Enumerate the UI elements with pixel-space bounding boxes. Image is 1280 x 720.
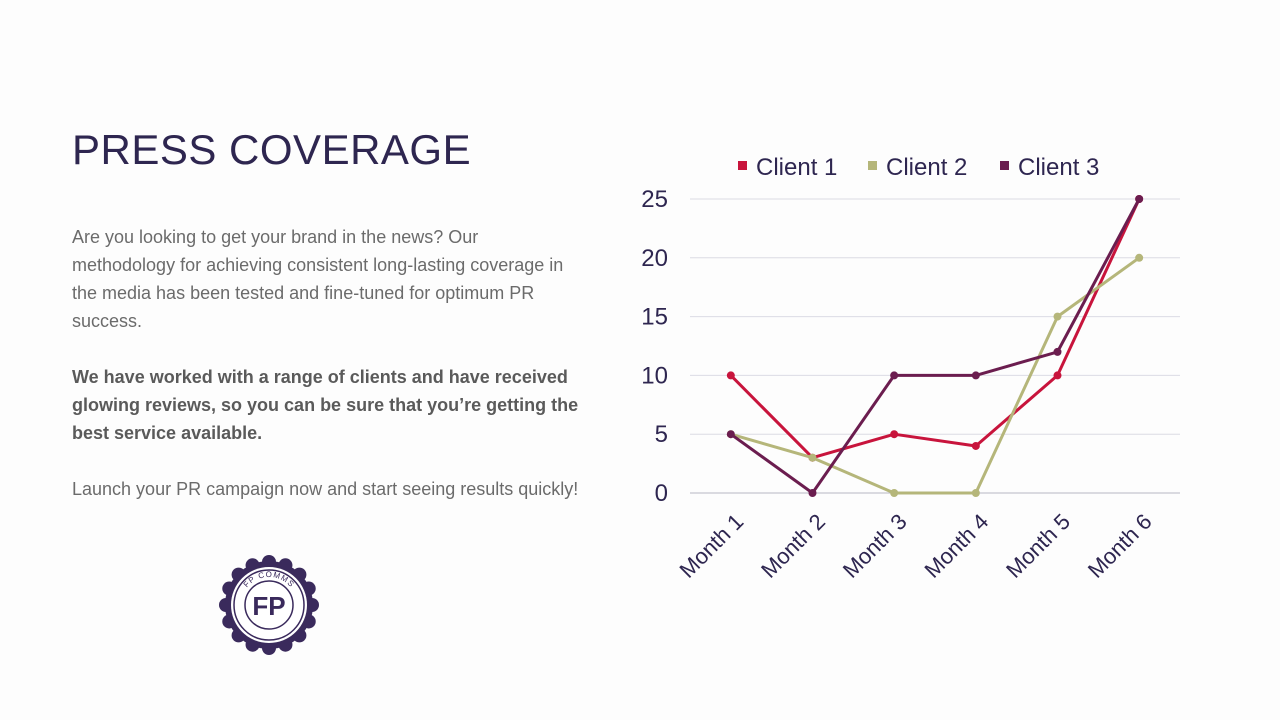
chart-series [726,195,1144,497]
series-client-1 [726,195,1144,462]
x-tick-label: Month 3 [838,509,912,583]
data-point [1135,195,1144,203]
y-tick-label: 25 [641,186,668,213]
data-point [971,441,980,450]
x-tick-label: Month 1 [674,509,748,583]
chart-legend: Client 1 Client 2 Client 3 [738,154,1099,181]
data-point [1135,253,1144,262]
data-point [890,371,899,380]
data-point [1053,371,1062,380]
chart-gridlines [690,198,1180,494]
series-line [729,198,1141,495]
logo-monogram: FP [252,591,285,621]
intro-paragraph: Are you looking to get your brand in the… [72,227,564,331]
cta-paragraph: Launch your PR campaign now and start se… [72,479,579,499]
line-chart: Client 1 Client 2 Client 3 0 5 10 15 20 25 Mont… [641,154,1180,583]
highlight-paragraph: We have worked with a range of clients a… [72,367,579,443]
data-point [1053,312,1062,321]
legend-label: Client 3 [1018,154,1099,181]
series-line [730,256,1141,495]
data-point [808,453,817,462]
data-point [1053,347,1062,356]
data-point [726,371,735,380]
data-point [890,430,899,439]
chart-x-axis: Month 1 Month 2 Month 3 Month 4 Month 5 Month… [674,509,1156,583]
data-point [726,430,735,439]
y-tick-label: 0 [655,480,668,507]
x-tick-label: Month 5 [1001,509,1075,583]
series-line [729,198,1141,460]
chart-y-axis: 0 5 10 15 20 25 [641,186,668,507]
y-tick-label: 5 [655,421,668,448]
x-tick-label: Month 2 [756,509,830,583]
data-point [890,489,899,497]
data-point [971,371,980,380]
y-tick-label: 20 [641,245,668,272]
page-title: PRESS COVERAGE [72,126,472,173]
legend-label: Client 1 [756,154,837,181]
data-point [971,489,980,497]
series-client-3 [726,195,1144,497]
data-point [808,489,817,497]
legend-label: Client 2 [886,154,967,181]
legend-swatch [738,161,747,170]
x-tick-label: Month 4 [919,509,993,583]
legend-swatch [1000,161,1009,170]
y-tick-label: 10 [641,362,668,389]
legend-swatch [868,161,877,170]
company-logo: FP COMMS FP [219,555,319,655]
y-tick-label: 15 [641,304,668,331]
x-tick-label: Month 6 [1083,509,1157,583]
